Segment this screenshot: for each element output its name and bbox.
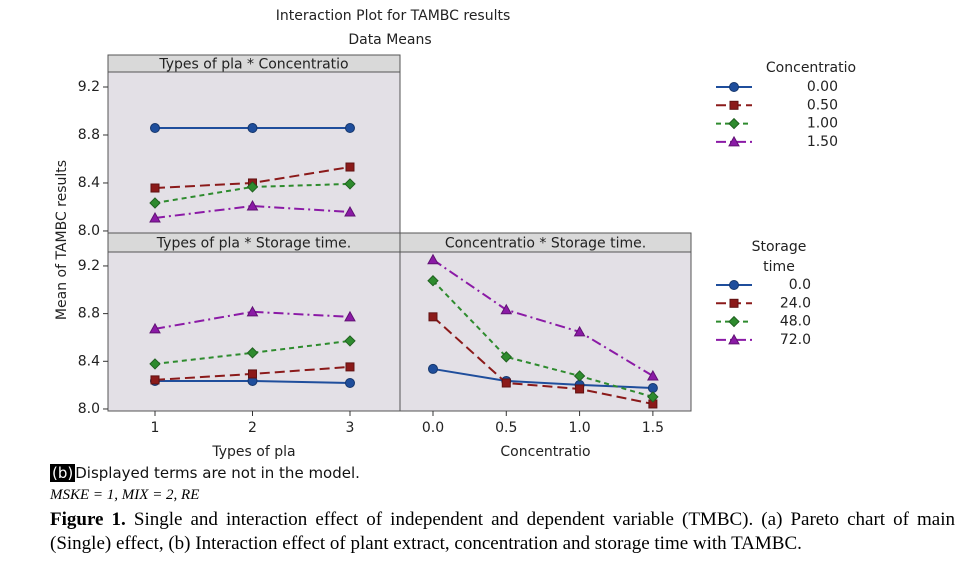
legend-marker bbox=[729, 280, 739, 290]
data-point bbox=[500, 303, 513, 315]
note-label: (b) bbox=[50, 464, 76, 482]
legend-marker bbox=[728, 333, 740, 345]
data-point bbox=[344, 205, 356, 217]
data-point bbox=[246, 305, 259, 317]
x-tick-label: 1.0 bbox=[568, 420, 590, 436]
data-point bbox=[344, 377, 355, 388]
series-line bbox=[154, 182, 351, 204]
data-point bbox=[501, 378, 511, 388]
data-point bbox=[345, 162, 355, 172]
data-point bbox=[500, 351, 512, 363]
y-axis-label: Mean of TAMBC results bbox=[54, 160, 70, 320]
y-tick-label: 8.4 bbox=[78, 353, 100, 369]
figure-caption: Figure 1. Single and interaction effect … bbox=[50, 508, 955, 556]
series-line bbox=[432, 258, 654, 377]
data-point bbox=[150, 183, 160, 193]
x-axis-label: Concentratio bbox=[500, 444, 590, 460]
data-point bbox=[149, 358, 161, 370]
data-point bbox=[344, 123, 355, 134]
data-point bbox=[575, 384, 585, 394]
series-line bbox=[432, 280, 654, 398]
x-tick-label: 1 bbox=[151, 420, 160, 436]
x-tick-label: 0.0 bbox=[422, 420, 444, 436]
data-point bbox=[647, 391, 659, 403]
legend-marker bbox=[728, 135, 740, 147]
x-tick-label: 3 bbox=[346, 420, 355, 436]
legend-marker bbox=[729, 82, 739, 92]
data-point bbox=[573, 325, 586, 337]
y-tick-label: 8.8 bbox=[78, 127, 100, 143]
figure-label: Figure 1. bbox=[50, 509, 126, 530]
panel-title: Types of pla * Storage time. bbox=[156, 236, 351, 252]
series-line bbox=[154, 339, 351, 365]
legend-label: 1.50 bbox=[807, 134, 838, 150]
data-point bbox=[149, 211, 161, 223]
x-axis-label: Types of pla bbox=[211, 444, 295, 460]
data-point bbox=[427, 253, 439, 265]
legend-marker bbox=[728, 117, 740, 130]
data-point bbox=[345, 362, 355, 372]
x-tick-label: 0.5 bbox=[495, 420, 517, 436]
chart: Interaction Plot for TAMBC results Data … bbox=[54, 8, 838, 460]
data-point bbox=[149, 322, 161, 334]
series-line bbox=[432, 316, 654, 405]
legend-marker bbox=[729, 100, 739, 110]
caption-text: Single and interaction effect of indepen… bbox=[50, 509, 955, 554]
data-point bbox=[647, 369, 659, 381]
data-point bbox=[344, 335, 356, 347]
data-point bbox=[344, 310, 356, 322]
panel-title: Types of pla * Concentratio bbox=[158, 57, 348, 73]
data-point bbox=[149, 123, 160, 134]
data-point bbox=[246, 347, 259, 359]
series-line bbox=[154, 205, 351, 219]
x-tick-label: 1.5 bbox=[642, 420, 664, 436]
legend-title: Storage time bbox=[751, 239, 807, 275]
data-point bbox=[149, 197, 161, 209]
legend-marker bbox=[728, 315, 740, 328]
data-point bbox=[647, 382, 658, 393]
y-tick-label: 8.8 bbox=[78, 306, 100, 322]
y-tick-label: 8.0 bbox=[78, 401, 100, 417]
series-line bbox=[154, 310, 351, 330]
data-point bbox=[246, 199, 259, 211]
data-point bbox=[573, 370, 586, 382]
data-point bbox=[150, 375, 160, 385]
x-tick-label: 2 bbox=[248, 420, 257, 436]
chart-title: Interaction Plot for TAMBC results bbox=[276, 8, 511, 24]
chart-subtitle: Data Means bbox=[348, 32, 431, 48]
legend-label: 0.0 bbox=[789, 277, 811, 293]
data-point bbox=[247, 369, 257, 379]
y-tick-label: 9.2 bbox=[78, 258, 100, 274]
legend-title: Concentratio bbox=[765, 60, 857, 76]
legend-label: 72.0 bbox=[780, 332, 811, 348]
note-text: Displayed terms are not in the model. bbox=[75, 464, 360, 482]
data-point bbox=[247, 123, 258, 134]
y-tick-label: 9.2 bbox=[78, 79, 100, 95]
legend-label: 0.00 bbox=[807, 79, 838, 95]
legend-label: 0.50 bbox=[807, 97, 838, 113]
legend-label: 24.0 bbox=[780, 295, 811, 311]
y-tick-label: 8.0 bbox=[78, 223, 100, 239]
codes: MSKE = 1, MIX = 2, RE bbox=[50, 487, 200, 503]
legend-label: 48.0 bbox=[780, 314, 811, 330]
data-point bbox=[427, 275, 439, 287]
data-point bbox=[246, 181, 259, 193]
data-point bbox=[427, 363, 438, 374]
data-point bbox=[428, 312, 438, 322]
panel-title: Concentratio * Storage time. bbox=[445, 236, 646, 252]
y-tick-label: 8.4 bbox=[78, 175, 100, 191]
legend-label: 1.00 bbox=[807, 116, 838, 132]
data-point bbox=[344, 178, 356, 190]
legend-marker bbox=[729, 298, 739, 308]
note: (b) Displayed terms are not in the model. bbox=[50, 464, 360, 482]
